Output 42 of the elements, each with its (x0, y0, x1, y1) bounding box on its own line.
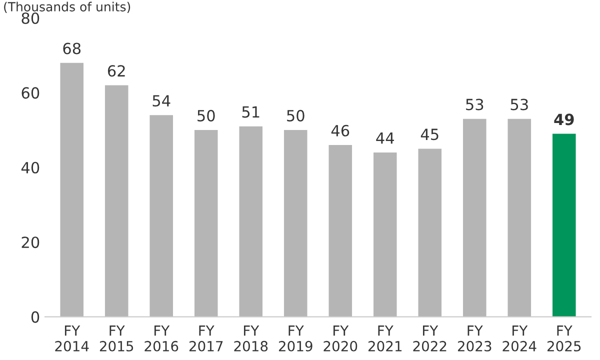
x-tick-label: FY 2021 (368, 326, 402, 352)
data-label: 50 (198, 110, 215, 122)
x-tick-label: FY 2025 (547, 326, 581, 352)
bar (150, 115, 173, 317)
bar (373, 152, 397, 317)
bar (552, 134, 576, 317)
y-axis-title: (Thousands of units) (4, 2, 130, 13)
bar (418, 148, 442, 317)
bar (463, 118, 486, 317)
x-tick-label: FY 2020 (324, 326, 358, 352)
x-tick-label: FY 2023 (458, 326, 492, 352)
bar (104, 85, 128, 317)
bar (508, 118, 532, 317)
data-label: 53 (466, 98, 484, 110)
bar (239, 126, 263, 317)
y-tick-label: 0 (31, 311, 40, 323)
x-tick-label: FY 2019 (278, 326, 312, 352)
data-label: 44 (376, 132, 394, 144)
x-tick-label: FY 2017 (189, 326, 223, 352)
data-label: 51 (242, 106, 260, 118)
y-tick-label: 80 (22, 12, 40, 24)
x-tick-label: FY 2024 (502, 326, 536, 352)
x-tick-label: FY 2018 (234, 326, 268, 352)
x-tick-label: FY 2015 (100, 326, 134, 352)
bar (60, 62, 84, 317)
bar (328, 144, 352, 317)
data-label: 62 (108, 65, 125, 77)
y-tick-label: 20 (22, 236, 40, 248)
data-label: 45 (420, 128, 438, 140)
y-tick-label: 40 (21, 162, 40, 174)
x-tick-label: FY 2016 (144, 326, 178, 352)
y-tick-label: 60 (22, 87, 40, 99)
data-label: 49 (554, 114, 574, 126)
data-label: 54 (152, 95, 170, 107)
bar (194, 130, 218, 317)
x-tick-label: FY 2014 (55, 326, 89, 352)
data-label: 46 (331, 124, 350, 136)
data-label: 50 (287, 110, 304, 122)
data-label: 53 (510, 98, 528, 110)
data-label: 68 (63, 42, 81, 54)
x-tick-label: FY 2022 (413, 326, 446, 352)
bar (284, 130, 308, 317)
